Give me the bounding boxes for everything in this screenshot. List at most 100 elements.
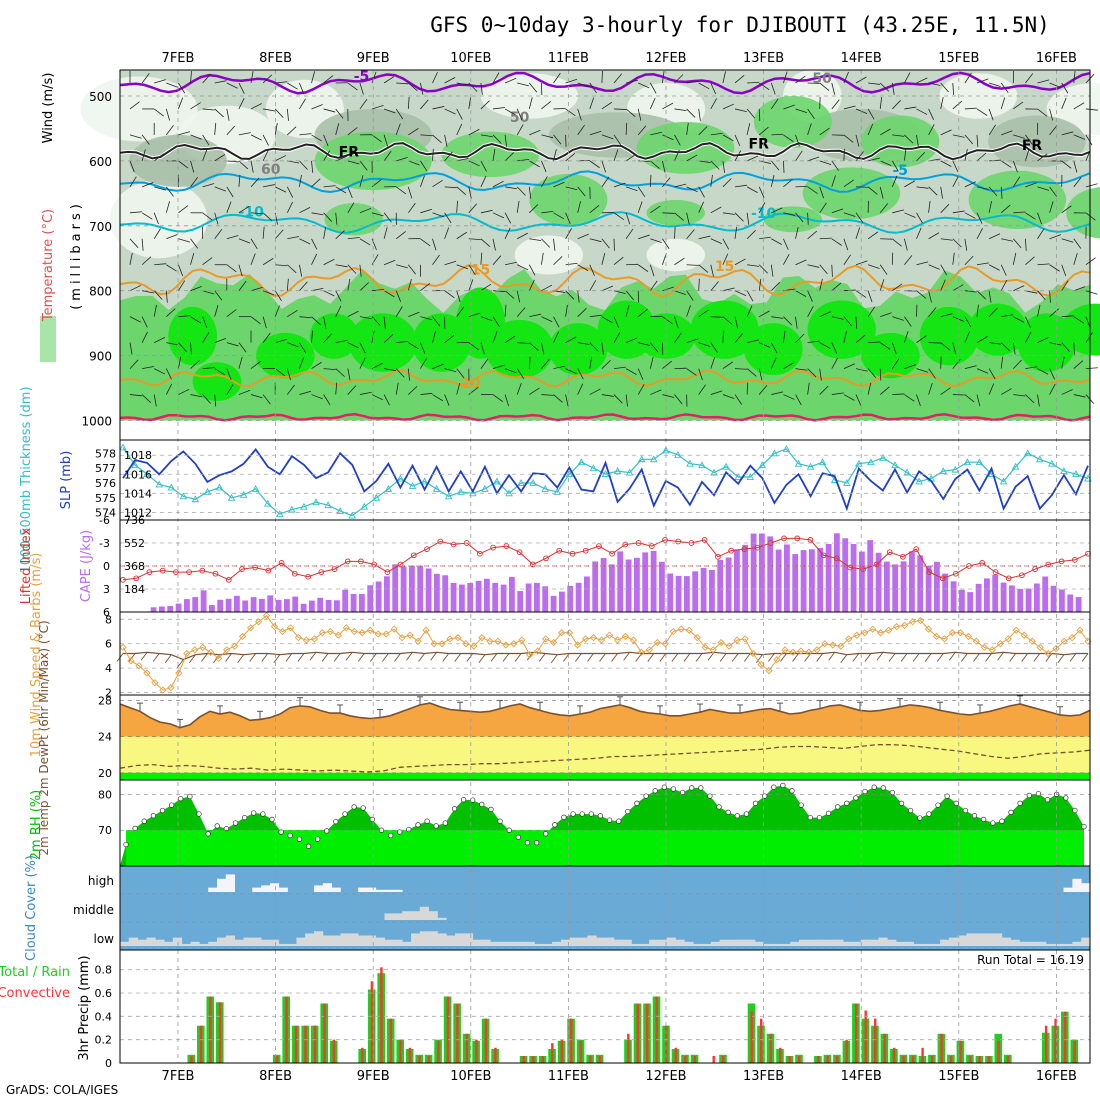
tick-label-cloud: low bbox=[94, 932, 115, 946]
cloud-bar-low bbox=[120, 942, 129, 946]
cloud-bg bbox=[120, 866, 1090, 950]
cloud-bar-low bbox=[385, 940, 394, 946]
cloud-bar-low bbox=[1081, 938, 1090, 946]
point-rh2m bbox=[443, 821, 448, 826]
point-rh2m bbox=[489, 807, 494, 812]
bar-precip-convective bbox=[656, 997, 658, 1064]
tick-label-slp: 1014 bbox=[124, 487, 152, 500]
point-rh2m bbox=[288, 833, 293, 838]
bar-cape bbox=[242, 601, 248, 613]
bar-precip-convective bbox=[276, 1056, 278, 1063]
point-rh2m bbox=[580, 812, 585, 817]
point-rh2m bbox=[826, 811, 831, 816]
bar-cape bbox=[842, 538, 848, 612]
cloud-bar-low bbox=[790, 942, 799, 946]
point-rh2m bbox=[142, 819, 147, 824]
bar-precip-convective bbox=[599, 1056, 601, 1063]
date-label-bottom: 12FEB bbox=[645, 1069, 686, 1084]
tick-label-li: -3 bbox=[99, 537, 110, 550]
point-rh2m bbox=[151, 814, 156, 819]
point-rh2m bbox=[416, 823, 421, 828]
contour-label: 50 bbox=[510, 110, 530, 126]
cloud-bar-low bbox=[931, 944, 940, 946]
point-rh2m bbox=[899, 801, 904, 806]
point-rh2m bbox=[315, 837, 320, 842]
bar-precip-convective bbox=[789, 1056, 791, 1063]
cloud-bar-low bbox=[623, 940, 632, 946]
point-rh2m bbox=[972, 814, 977, 819]
ylabel-slp: SLP (mb) bbox=[59, 451, 74, 510]
cloud-bar-low bbox=[252, 938, 261, 946]
point-rh2m bbox=[927, 812, 932, 817]
contour-label: 15 bbox=[471, 262, 490, 278]
cloud-bar-low bbox=[596, 938, 605, 946]
bar-precip-convective bbox=[580, 1041, 582, 1063]
bar-precip-convective bbox=[437, 1041, 439, 1063]
cloud-bar-high bbox=[1081, 883, 1090, 892]
date-label-top: 16FEB bbox=[1036, 51, 1077, 66]
bar-precip-convective bbox=[475, 1040, 477, 1063]
point-rh2m bbox=[452, 806, 457, 811]
bar-precip-convective bbox=[561, 1040, 563, 1063]
bar-precip-convective bbox=[485, 1019, 487, 1063]
point-rh2m bbox=[963, 808, 968, 813]
bar-cape bbox=[859, 552, 865, 612]
point-rh2m bbox=[671, 787, 676, 792]
cloud-bar-high bbox=[323, 883, 332, 892]
cloud-bar-low bbox=[878, 938, 887, 946]
cloud-bar-low bbox=[1002, 938, 1011, 946]
panel-bg-slp bbox=[120, 440, 1090, 520]
point-rh2m bbox=[297, 837, 302, 842]
bar-cape bbox=[201, 590, 207, 612]
bar-precip-convective bbox=[1073, 1041, 1075, 1063]
bar-cape bbox=[226, 599, 232, 612]
ylabel-cloud: Cloud Cover (%) bbox=[24, 855, 39, 961]
bar-precip-convective bbox=[627, 1034, 629, 1063]
cloud-bar-low bbox=[1020, 942, 1029, 946]
bar-precip-convective bbox=[542, 1056, 544, 1063]
cloud-bar-low bbox=[349, 933, 358, 946]
cloud-bar-low bbox=[649, 940, 658, 946]
tick-label-precip: 0.2 bbox=[95, 1034, 113, 1047]
point-rh2m bbox=[188, 794, 193, 799]
date-label-top: 9FEB bbox=[357, 51, 390, 66]
point-rh2m bbox=[1009, 810, 1014, 815]
date-label-top: 11FEB bbox=[548, 51, 589, 66]
ylabel-wind-group: Wind (m/s) bbox=[41, 73, 56, 144]
cloud-bar-low bbox=[1064, 944, 1073, 946]
cloud-bar-middle bbox=[385, 913, 394, 920]
tick-label-temp: 28 bbox=[98, 694, 112, 707]
point-rh2m bbox=[407, 827, 412, 832]
cloud-bar-high bbox=[1064, 888, 1073, 892]
cloud-bar-low bbox=[799, 940, 808, 946]
point-rh2m bbox=[854, 796, 859, 801]
bar-cape bbox=[984, 578, 990, 612]
bar-precip-convective bbox=[760, 1019, 762, 1063]
point-rh2m bbox=[708, 794, 713, 799]
cloud-bar-low bbox=[923, 944, 932, 946]
bar-cape bbox=[1059, 590, 1065, 613]
tick-label-pressure: 700 bbox=[89, 220, 112, 234]
point-rh2m bbox=[388, 833, 393, 838]
cloud-bar-middle bbox=[429, 911, 438, 920]
point-rh2m bbox=[242, 815, 247, 820]
tick-label-cloud: middle bbox=[73, 903, 114, 917]
bar-cape bbox=[384, 576, 390, 612]
bar-cape bbox=[301, 604, 307, 612]
bar-cape bbox=[1076, 597, 1082, 612]
bar-precip-convective bbox=[219, 1002, 221, 1063]
bar-precip-convective bbox=[978, 1056, 980, 1063]
bar-precip-convective bbox=[722, 1056, 724, 1063]
point-rh2m bbox=[744, 812, 749, 817]
cloud-bar-low bbox=[579, 938, 588, 946]
cloud-bar-low bbox=[164, 942, 173, 946]
bar-cape bbox=[492, 583, 498, 612]
tick-label-thickness: 575 bbox=[95, 492, 116, 505]
cloud-bar-low bbox=[261, 940, 270, 946]
tick-label-wind: 6 bbox=[105, 638, 112, 651]
tick-label-li: -6 bbox=[99, 514, 110, 527]
tick-label-pressure: 900 bbox=[89, 350, 112, 364]
tick-label-pressure: 500 bbox=[89, 90, 112, 104]
date-label-top: 14FEB bbox=[841, 51, 882, 66]
rh-bright-blob bbox=[485, 320, 553, 378]
